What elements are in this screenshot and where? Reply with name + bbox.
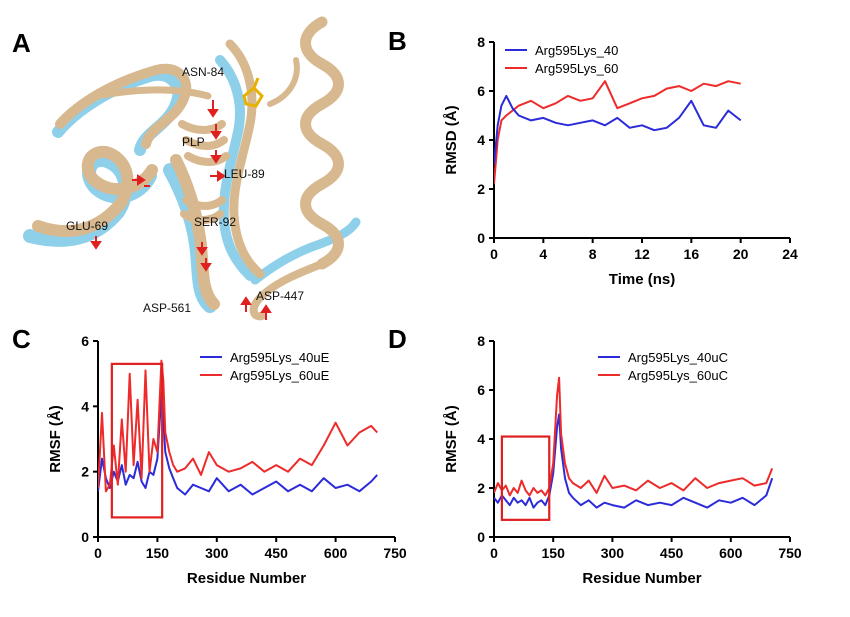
x-axis-title: Residue Number [582,570,701,587]
series-line-arg595lys-60 [494,80,741,185]
x-tick-label: 12 [634,246,650,262]
x-tick-label: 450 [265,545,289,561]
x-tick-label: 150 [542,545,566,561]
series-line-arg595lys-40ue [98,392,378,496]
y-tick-label: 0 [81,529,89,545]
y-tick-label: 6 [477,382,485,398]
panel-letter-c: C [12,324,31,354]
residue-label-leu89: LEU-89 [224,167,265,181]
residue-label-ser92: SER-92 [194,215,236,229]
x-tick-label: 24 [782,246,798,262]
legend-label: Arg595Lys_60uE [230,368,330,383]
y-axis-title: RMSF (Å) [47,405,64,473]
panel-letter-d: D [388,324,407,354]
series-line-arg595lys-40 [494,94,742,165]
legend-label: Arg595Lys_40uC [628,350,728,365]
residue-label-asn84: ASN-84 [182,65,224,79]
x-tick-label: 0 [94,545,102,561]
y-tick-label: 2 [81,464,89,480]
y-tick-label: 4 [477,431,485,447]
series-line-arg595lys-40uc [494,413,774,509]
x-tick-label: 750 [778,545,802,561]
x-tick-label: 4 [539,246,547,262]
x-tick-label: 0 [490,246,498,262]
x-tick-label: 600 [324,545,348,561]
protein-structure-image: ASN-84 PLP LEU-89 GLU-69 SER-92 ASP-561 … [23,16,361,321]
x-axis-title: Time (ns) [609,271,675,288]
series-lines [494,376,774,509]
panel-letter-a: A [12,28,31,58]
rmsf-chart-uc: 0 150 300 450 600 750 0 2 4 6 8 Residue Number RMSF … [443,333,802,587]
y-tick-label: 6 [81,333,89,349]
x-tick-label: 0 [490,545,498,561]
series-line-arg595lys-60ue [98,359,378,493]
highlight-box [110,362,164,519]
highlight-box [500,435,551,521]
x-tick-label: 450 [660,545,684,561]
y-axis-title: RMSD (Å) [443,105,460,174]
x-tick-label: 300 [205,545,229,561]
y-tick-label: 2 [477,480,485,496]
x-tick-label: 750 [383,545,407,561]
y-tick-label: 6 [477,83,485,99]
residue-label-asp447: ASP-447 [256,289,304,303]
structure-ribbon-tan [32,16,344,321]
legend-label: Arg595Lys_40 [535,43,618,58]
rmsf-chart-ue: 0 150 300 450 600 750 0 2 4 6 Residue Number RMSF (… [47,333,407,587]
x-tick-label: 600 [719,545,743,561]
y-tick-label: 0 [477,230,485,246]
y-tick-label: 8 [477,34,485,50]
displacement-arrows [90,100,272,320]
panel-letter-b: B [388,26,407,56]
y-tick-label: 4 [81,398,89,414]
series-lines [98,359,378,496]
x-tick-label: 300 [601,545,625,561]
y-tick-label: 8 [477,333,485,349]
y-tick-label: 4 [477,132,485,148]
x-tick-label: 8 [589,246,597,262]
x-tick-label: 20 [733,246,749,262]
y-tick-label: 0 [477,529,485,545]
series-lines [494,80,742,185]
legend-label: Arg595Lys_60uC [628,368,728,383]
y-tick-label: 2 [477,181,485,197]
y-axis-title: RMSF (Å) [443,405,460,473]
plp-ligand [242,77,264,108]
x-tick-label: 150 [146,545,170,561]
legend-label: Arg595Lys_40uE [230,350,330,365]
residue-label-glu69: GLU-69 [66,219,108,233]
x-axis-title: Residue Number [187,570,306,587]
residue-label-asp561: ASP-561 [143,301,191,315]
residue-label-plp: PLP [182,135,205,149]
series-line-arg595lys-60uc [494,376,774,497]
legend-label: Arg595Lys_60 [535,61,618,76]
x-tick-label: 16 [684,246,700,262]
